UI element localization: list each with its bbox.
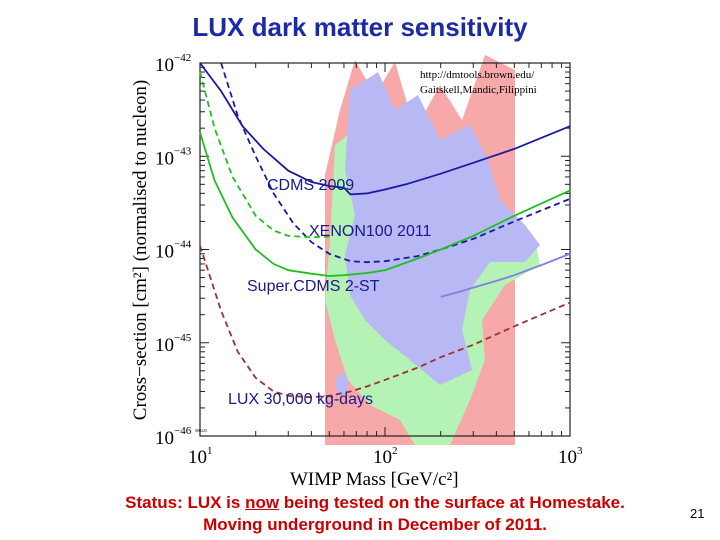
status-suffix: being tested on the surface at Homestake… — [279, 493, 625, 512]
y-tick-label: 10−44 — [155, 239, 192, 263]
blue-region — [345, 72, 540, 385]
slide-number: 21 — [690, 506, 705, 521]
credit-url: http://dmtools.brown.edu/ — [420, 69, 535, 81]
status-line2: Moving underground in December of 2011. — [203, 515, 547, 534]
series-super-cdms-2-st — [440, 252, 571, 298]
y-tick-label: 10−46 — [155, 425, 192, 449]
status-prefix: Status: LUX is — [125, 493, 246, 512]
x-tick-label: 103 — [558, 445, 583, 468]
credit-authors: Gaitskell,Mandic,Filippini — [420, 84, 537, 96]
tiny-stamp: 080225 — [195, 428, 207, 433]
label-xenon100-2011: XENON100 2011 — [309, 223, 432, 240]
x-axis-title: WIMP Mass [GeV/c²] — [290, 469, 459, 490]
blue-region-blob — [336, 373, 348, 397]
series-cdms-projection — [220, 62, 571, 264]
label-cdms-2009: CDMS 2009 — [267, 177, 354, 194]
status-emph: now — [245, 493, 280, 512]
y-tick-label: 10−45 — [155, 332, 192, 356]
label-supercdms: Super.CDMS 2-ST — [247, 278, 380, 295]
series-cdms-2009 — [199, 62, 571, 196]
axis-ticks — [199, 63, 570, 437]
y-tick-label: 10−43 — [155, 145, 192, 169]
series-xenon100-projection — [199, 71, 330, 239]
x-tick-label: 102 — [373, 445, 398, 468]
y-axis-title: Cross−section [cm²] (normalised to nucle… — [130, 80, 151, 420]
series-xenon100-2011 — [199, 132, 571, 277]
status-note: Status: LUX is now being tested on the s… — [90, 492, 660, 536]
x-tick-label: 101 — [188, 445, 213, 468]
series-lux-30-000-kg-days — [199, 245, 571, 399]
y-tick-label: 10−42 — [155, 52, 191, 76]
slide-title: LUX dark matter sensitivity — [192, 12, 528, 42]
label-lux: LUX 30,000 kg-days — [228, 391, 373, 408]
